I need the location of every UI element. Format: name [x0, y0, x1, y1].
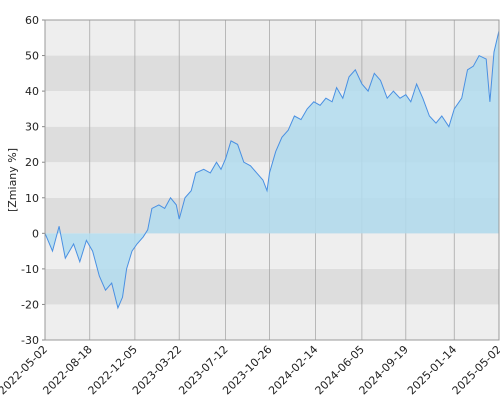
y-tick-label: -10	[21, 263, 39, 276]
y-tick-label: 20	[25, 156, 39, 169]
area	[45, 30, 499, 308]
y-tick-label: 30	[25, 121, 39, 134]
y-tick-label: 0	[32, 227, 39, 240]
y-axis-label: [Zmiany %]	[6, 148, 19, 212]
plot-frame	[44, 19, 500, 341]
y-tick-label: 60	[25, 14, 39, 27]
y-tick-label: 40	[25, 85, 39, 98]
y-tick-label: -20	[21, 298, 39, 311]
line	[44, 30, 500, 310]
y-tick-label: 50	[25, 50, 39, 63]
y-tick-label: 10	[25, 192, 39, 205]
grid-band	[45, 55, 499, 92]
grid-band	[45, 304, 499, 340]
grid-band	[45, 20, 499, 56]
y-tick-label: -30	[21, 334, 39, 347]
